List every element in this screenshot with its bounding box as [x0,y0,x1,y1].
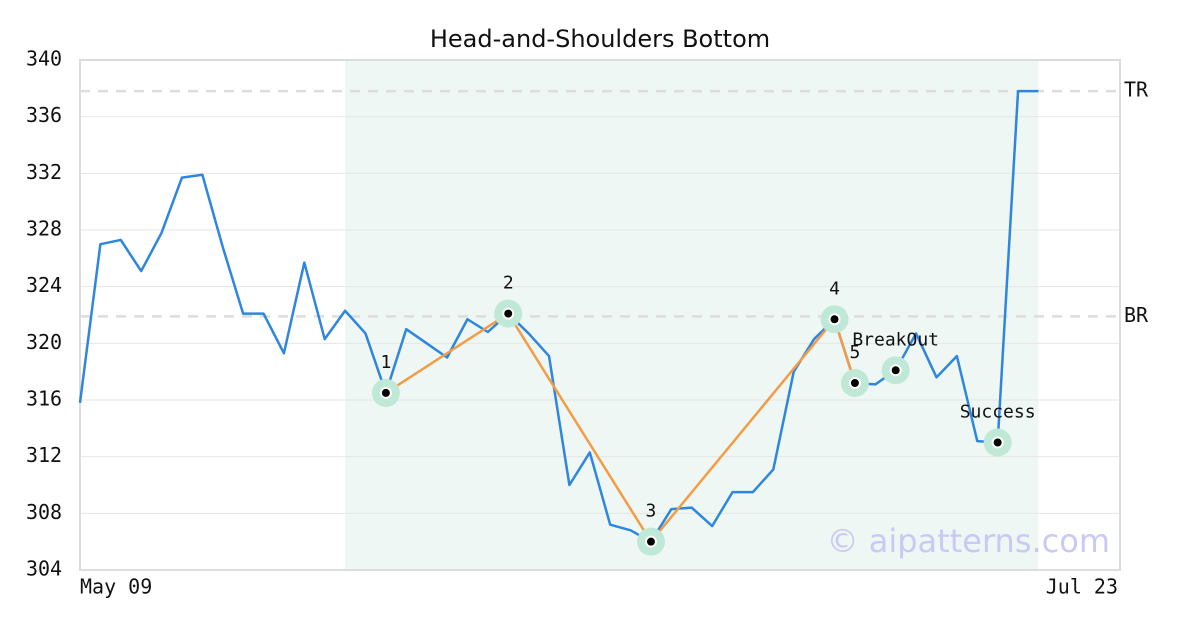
y-tick-label: 328 [26,217,62,241]
y-tick-label: 304 [26,557,62,581]
point-label: 1 [380,352,391,373]
point-dot [848,377,861,389]
reference-label: TR [1124,78,1149,102]
watermark: © aipatterns.com [827,522,1110,560]
y-tick-label: 308 [26,500,62,524]
point-label: 5 [849,342,860,363]
y-tick-label: 312 [26,443,62,467]
point-dot [379,386,392,399]
point-label: BreakOut [852,329,939,350]
y-tick-label: 340 [26,47,62,71]
point-label: Success [960,402,1036,423]
point-dot [502,307,515,320]
pattern-region [345,60,1039,570]
point-dot [889,364,902,377]
point-dot [991,436,1004,449]
y-tick-label: 320 [26,330,62,354]
x-tick-label: Jul 23 [1046,575,1118,599]
price-line [78,89,1039,543]
point-label: 3 [646,501,657,522]
point-dot [644,535,657,548]
y-tick-label: 324 [26,273,62,297]
y-tick-label: 316 [26,387,62,411]
point-label: 2 [503,273,514,294]
x-tick-label: May 09 [80,575,152,599]
point-label: 4 [829,278,840,299]
reference-label: BR [1124,303,1149,327]
point-dot [828,313,841,326]
y-tick-label: 332 [26,160,62,184]
y-tick-label: 336 [26,103,62,127]
chart-title: Head-and-Shoulders Bottom [430,25,770,53]
plot-border [79,59,1121,571]
